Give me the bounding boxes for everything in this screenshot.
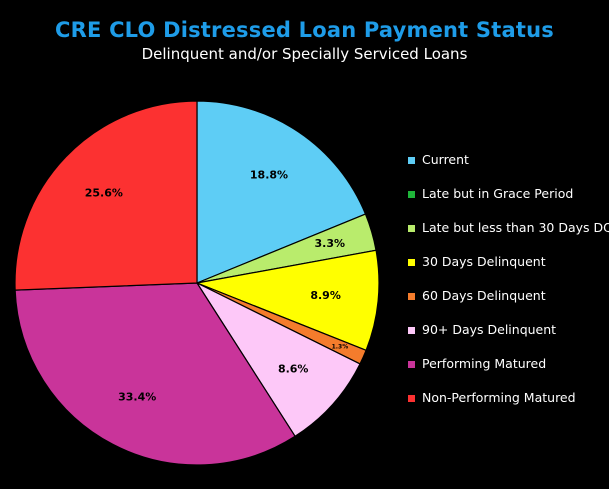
legend-label-0: Current bbox=[422, 152, 469, 167]
slice-label-4: 1.3% bbox=[332, 343, 349, 350]
legend-item-0: Current bbox=[408, 152, 609, 186]
legend-item-1: Late but in Grace Period bbox=[408, 186, 609, 220]
legend-label-5: 90+ Days Delinquent bbox=[422, 322, 557, 337]
legend-label-1: Late but in Grace Period bbox=[422, 186, 574, 201]
pie-slice-5 bbox=[195, 281, 361, 438]
legend-item-4: 60 Days Delinquent bbox=[408, 288, 609, 322]
legend-label-3: 30 Days Delinquent bbox=[422, 254, 546, 269]
pie-slice-0 bbox=[196, 100, 367, 284]
slice-label-0: 18.8% bbox=[250, 169, 288, 182]
legend-item-5: 90+ Days Delinquent bbox=[408, 322, 609, 356]
pie-slice-6 bbox=[14, 282, 296, 466]
legend-label-6: Performing Matured bbox=[422, 356, 547, 371]
slice-label-7: 25.6% bbox=[85, 186, 123, 199]
legend-swatch-2 bbox=[408, 225, 415, 232]
legend: Current Late but in Grace Period Late but … bbox=[408, 152, 609, 424]
legend-swatch-3 bbox=[408, 259, 415, 266]
chart-subtitle: Delinquent and/or Specially Serviced Loa… bbox=[141, 45, 468, 63]
pie-slice-7 bbox=[14, 100, 198, 291]
legend-swatch-5 bbox=[408, 327, 415, 334]
legend-label-7: Non-Performing Matured bbox=[422, 390, 576, 405]
legend-item-7: Non-Performing Matured bbox=[408, 390, 609, 424]
legend-swatch-4 bbox=[408, 293, 415, 300]
legend-item-2: Late but less than 30 Days DQ bbox=[408, 220, 609, 254]
legend-swatch-0 bbox=[408, 157, 415, 164]
legend-swatch-7 bbox=[408, 395, 415, 402]
slice-label-6: 33.4% bbox=[118, 391, 156, 404]
legend-swatch-1 bbox=[408, 191, 415, 198]
legend-swatch-6 bbox=[408, 361, 415, 368]
legend-label-2: Late but less than 30 Days DQ bbox=[422, 220, 609, 235]
legend-label-4: 60 Days Delinquent bbox=[422, 288, 546, 303]
slice-label-2: 3.3% bbox=[315, 237, 346, 250]
slice-label-3: 8.9% bbox=[310, 289, 341, 302]
chart-title: CRE CLO Distressed Loan Payment Status bbox=[55, 18, 554, 42]
legend-item-3: 30 Days Delinquent bbox=[408, 254, 609, 288]
pie-slice-3 bbox=[194, 249, 380, 352]
legend-item-6: Performing Matured bbox=[408, 356, 609, 390]
slice-label-5: 8.6% bbox=[278, 362, 309, 375]
